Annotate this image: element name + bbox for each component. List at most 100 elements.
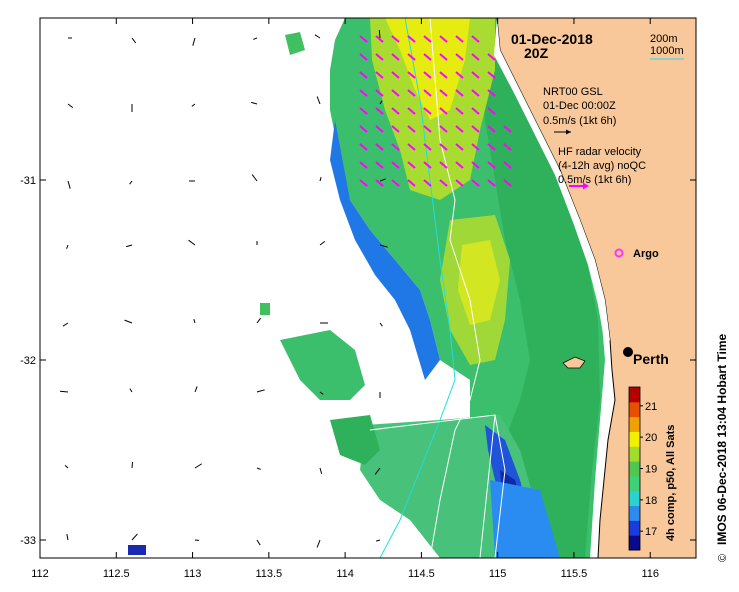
radar-arrow: [471, 71, 480, 79]
radar-arrow: [359, 53, 368, 61]
colorbar-segment: [629, 431, 640, 447]
radar-arrow: [439, 143, 448, 151]
radar-arrow: [407, 71, 416, 79]
radar-arrow: [359, 125, 368, 133]
model-arrow: [256, 539, 261, 546]
colorbar-segment: [629, 461, 640, 477]
model-current-arrows: [59, 29, 388, 548]
radar-arrow: [455, 35, 464, 43]
plot-frame: [39, 17, 697, 559]
radar-arrow: [391, 71, 400, 79]
model-arrow: [256, 317, 262, 324]
coastal-strip: [494, 18, 610, 345]
x-axis: 112 112.5 113 113.5 114 114.5 115 115.5 116: [31, 18, 659, 580]
colorbar-segment: [629, 535, 640, 551]
x-tick-label: 112: [31, 568, 49, 580]
radar-arrow: [375, 125, 384, 133]
x-tick-label: 112.5: [103, 568, 130, 580]
model-arrow: [188, 239, 196, 246]
radar-coverage-outline: [369, 414, 506, 558]
model-arrow: [66, 244, 69, 249]
radar-arrow: [503, 179, 512, 187]
sst-west-patch: [280, 330, 365, 400]
radar-arrow: [375, 35, 384, 43]
radar-arrow: [471, 161, 480, 169]
colorbar-segment: [629, 387, 640, 403]
radar-arrow: [423, 161, 432, 169]
radar-arrow: [487, 71, 496, 79]
model-arrow: [192, 37, 196, 46]
model-arrow: [194, 463, 203, 469]
radar-arrow: [423, 179, 432, 187]
radar-arrow: [487, 89, 496, 97]
radar-arrow: [375, 143, 384, 151]
x-tick-label: 113: [184, 568, 202, 580]
radar-arrow: [375, 161, 384, 169]
radar-arrow: [439, 161, 448, 169]
radar-arrow: [423, 53, 432, 61]
radar-arrow: [391, 107, 400, 115]
radar-arrow: [439, 125, 448, 133]
model-arrow: [193, 319, 196, 324]
radar-arrow: [359, 89, 368, 97]
radar-arrow: [423, 143, 432, 151]
radar-arrow: [391, 143, 400, 151]
isobath-200m: [429, 18, 481, 558]
radar-arrow: [391, 179, 400, 187]
model-arrow: [126, 244, 133, 248]
radar-arrow: [359, 143, 368, 151]
radar-arrow: [471, 53, 480, 61]
radar-arrow: [455, 143, 464, 151]
isobath-1000m: [379, 18, 456, 558]
colorbar-segment: [629, 520, 640, 536]
sst-warm-core: [385, 18, 470, 120]
sst-sw-patch: [330, 415, 380, 465]
radar-arrow: [471, 143, 480, 151]
colorbar-tick-label: 19: [645, 464, 657, 476]
colorbar-tick-label: 17: [645, 526, 657, 538]
radar-arrow: [471, 35, 480, 43]
x-tick-label: 114.5: [408, 568, 435, 580]
y-tick-label: -33: [20, 535, 36, 547]
radar-arrow: [391, 53, 400, 61]
radar-arrow: [487, 179, 496, 187]
radar-arrow: [391, 125, 400, 133]
model-arrow: [124, 319, 133, 324]
model-arrow: [131, 37, 137, 44]
radar-arrow: [423, 71, 432, 79]
model-arrow: [131, 461, 134, 469]
colorbar-segment: [629, 416, 640, 432]
perth-label: Perth: [633, 351, 669, 367]
radar-arrow: [359, 71, 368, 79]
radar-arrow: [455, 53, 464, 61]
radar-arrow: [439, 89, 448, 97]
radar-arrow: [423, 125, 432, 133]
model-arrow: [379, 244, 388, 248]
radar-arrow: [359, 179, 368, 187]
model-arrow: [379, 178, 386, 182]
radar-arrow: [423, 89, 432, 97]
map-date: 01-Dec-2018: [511, 31, 593, 47]
rottnest-island: [562, 356, 586, 369]
radar-arrow: [423, 35, 432, 43]
model-legend-scale: 0.5m/s (1kt 6h): [543, 115, 616, 127]
isobath-legend-200m: 200m: [650, 33, 678, 45]
sst-warm-patch-core: [458, 240, 500, 325]
land-mass: [497, 18, 696, 558]
radar-arrow: [439, 179, 448, 187]
isobath-lines: [369, 18, 506, 558]
colorbar-tick-label: 21: [645, 401, 657, 413]
radar-arrow: [407, 107, 416, 115]
y-tick-label: -31: [20, 175, 36, 187]
radar-legend-name: HF radar velocity: [558, 146, 642, 158]
colorbar-tick-label: 20: [645, 432, 657, 444]
model-arrow: [67, 180, 71, 189]
model-arrow: [376, 539, 381, 542]
radar-arrow: [407, 125, 416, 133]
isobath-legend-1000m: 1000m: [650, 45, 684, 57]
radar-arrow: [487, 125, 496, 133]
model-arrow: [379, 322, 383, 327]
y-axis: -31 -32 -33: [20, 175, 696, 547]
model-arrow: [319, 391, 324, 395]
radar-arrow: [455, 161, 464, 169]
